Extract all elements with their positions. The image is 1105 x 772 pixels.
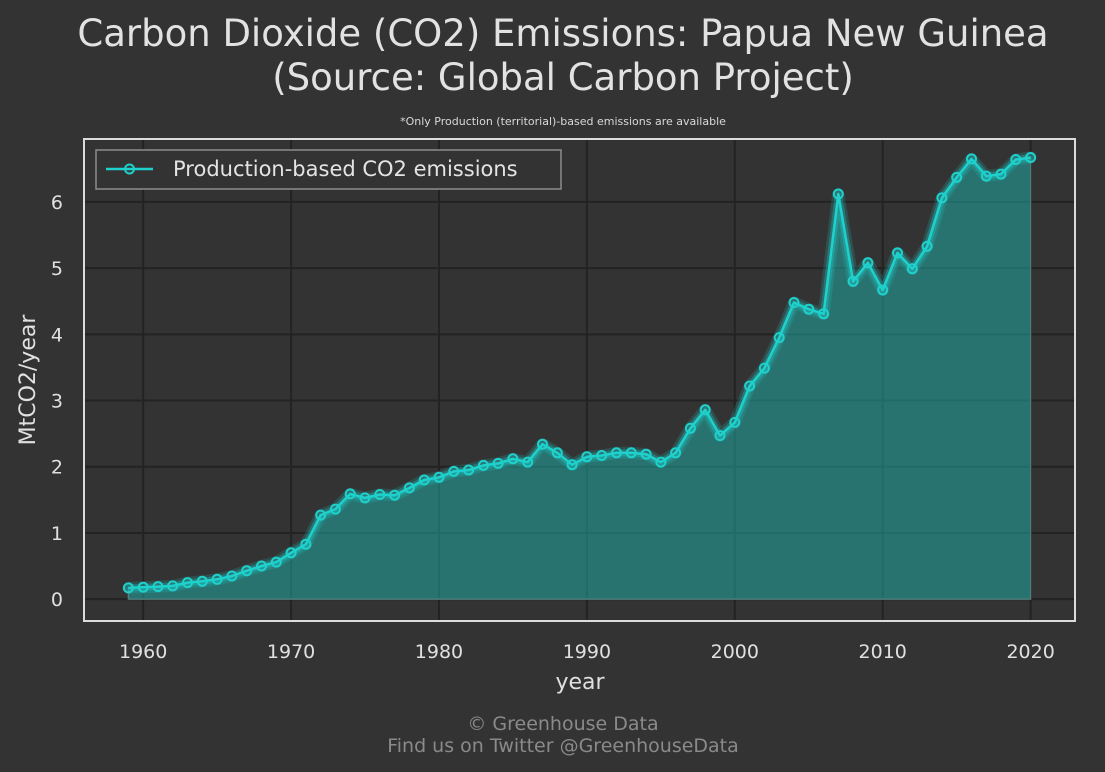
- data-point: [344, 488, 356, 500]
- data-point: [684, 422, 696, 434]
- data-point: [182, 577, 193, 589]
- data-point: [403, 482, 415, 494]
- data-point: [389, 489, 401, 501]
- data-point: [270, 556, 282, 568]
- y-tick-label: 4: [51, 324, 63, 346]
- data-point: [1010, 154, 1022, 165]
- data-point: [418, 474, 430, 486]
- data-point: [315, 509, 327, 521]
- data-point: [862, 257, 874, 269]
- data-point: [773, 332, 785, 344]
- data-point: [152, 581, 164, 593]
- footer-twitter: Find us on Twitter @GreenhouseData: [387, 735, 739, 757]
- data-point: [433, 471, 445, 483]
- data-point: [640, 448, 652, 460]
- x-tick-label: 1960: [119, 641, 167, 663]
- data-point: [581, 451, 593, 463]
- x-tick-label: 1970: [267, 641, 315, 663]
- data-point: [995, 168, 1007, 180]
- plot-frame: [83, 138, 1076, 622]
- data-point: [300, 538, 312, 550]
- data-point: [196, 575, 208, 587]
- data-point: [951, 171, 963, 183]
- data-point: [551, 447, 563, 459]
- data-point: [122, 582, 134, 594]
- data-point: [596, 450, 608, 461]
- data-point: [699, 404, 711, 416]
- data-point: [463, 464, 475, 476]
- data-point: [921, 240, 933, 252]
- data-point: [744, 380, 756, 392]
- data-point: [492, 457, 504, 469]
- data-point: [847, 275, 859, 287]
- chart-title-line-1: Carbon Dioxide (CO2) Emissions: Papua Ne…: [77, 12, 1048, 55]
- data-point: [448, 465, 460, 477]
- data-point: [788, 297, 800, 308]
- data-point: [241, 565, 253, 577]
- data-point: [906, 263, 918, 275]
- data-point: [877, 284, 889, 296]
- chart-title-line-2: (Source: Global Carbon Project): [272, 56, 854, 99]
- chart-subtitle: *Only Production (territorial)-based emi…: [400, 115, 726, 128]
- data-point: [329, 503, 341, 515]
- data-point: [758, 362, 770, 374]
- data-point: [980, 170, 992, 182]
- x-axis-ticks: 1960 1970 1980 1990 2000 2010 2020: [119, 641, 1055, 663]
- legend: Production-based CO2 emissions: [95, 149, 562, 190]
- data-point: [611, 447, 622, 459]
- data-point: [803, 303, 815, 315]
- data-point: [1025, 152, 1037, 163]
- data-point: [285, 547, 297, 559]
- x-axis-label: year: [555, 670, 605, 695]
- data-point: [729, 416, 741, 428]
- y-tick-label: 1: [51, 523, 63, 545]
- data-point: [966, 153, 977, 165]
- data-point: [537, 438, 548, 450]
- data-point: [256, 560, 267, 572]
- y-tick-label: 2: [51, 457, 63, 479]
- data-point: [655, 456, 667, 468]
- data-point: [211, 573, 223, 585]
- data-point: [477, 459, 489, 471]
- x-tick-label: 2010: [859, 641, 907, 663]
- x-tick-label: 1980: [415, 641, 463, 663]
- data-point: [832, 188, 844, 200]
- y-tick-label: 5: [51, 258, 63, 280]
- footer-copyright: © Greenhouse Data: [467, 713, 658, 735]
- data-point: [374, 489, 386, 500]
- legend-label: Production-based CO2 emissions: [173, 157, 518, 181]
- data-point: [670, 447, 682, 459]
- y-tick-label: 6: [51, 192, 63, 214]
- y-axis-label: MtCO2/year: [16, 314, 41, 446]
- x-tick-label: 2000: [711, 641, 759, 663]
- data-point: [714, 430, 726, 442]
- data-point: [566, 459, 578, 471]
- data-point: [167, 580, 179, 592]
- y-tick-label: 0: [51, 589, 63, 611]
- data-point: [892, 247, 903, 259]
- x-tick-label: 2020: [1006, 641, 1054, 663]
- legend-marker-swatch: [124, 163, 135, 175]
- points-layer: [122, 152, 1037, 594]
- data-point: [818, 308, 830, 320]
- y-axis-ticks: 0 1 2 3 4 5 6: [51, 192, 63, 611]
- x-tick-label: 1990: [563, 641, 611, 663]
- data-point: [359, 492, 371, 504]
- data-point: [936, 192, 948, 204]
- data-point: [625, 447, 637, 459]
- legend-box: [95, 149, 562, 190]
- y-tick-label: 3: [51, 391, 63, 413]
- data-point: [137, 581, 149, 593]
- data-point: [226, 570, 238, 582]
- data-point: [507, 453, 519, 465]
- data-point: [522, 456, 534, 468]
